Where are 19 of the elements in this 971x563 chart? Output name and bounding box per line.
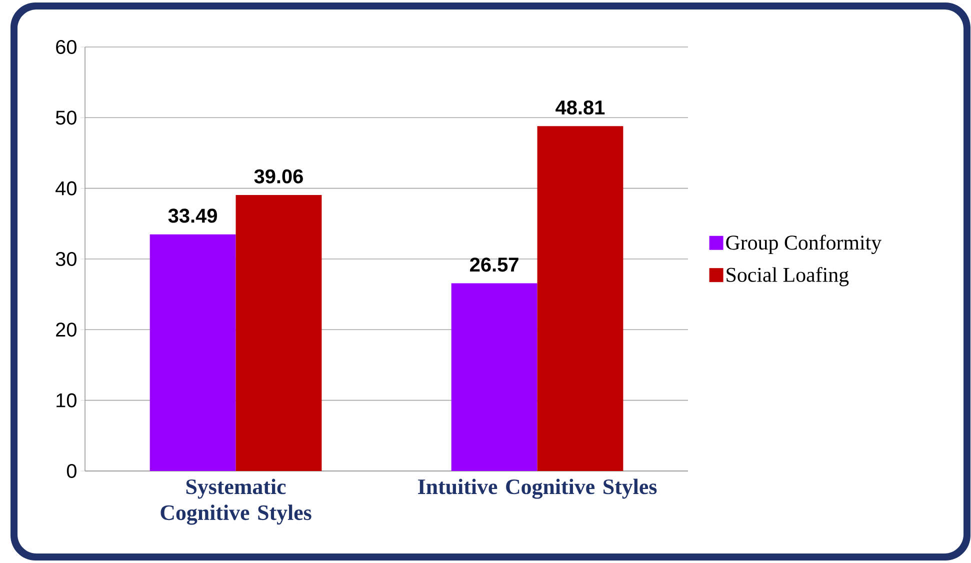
legend-label: Social Loafing xyxy=(726,266,849,286)
legend-label: Group Conformity xyxy=(726,234,882,254)
x-tick-label: Systematic Cognitive Styles xyxy=(160,478,312,525)
data-label: 33.49 xyxy=(168,208,217,223)
y-tick-label: 50 xyxy=(56,110,76,125)
bar xyxy=(150,234,236,471)
y-tick-label: 0 xyxy=(66,464,76,478)
data-label: 26.57 xyxy=(470,258,518,272)
y-tick-label: 10 xyxy=(56,393,76,408)
x-tick-label: Intuitive Cognitive Styles xyxy=(418,478,657,499)
data-label: 39.06 xyxy=(254,169,303,184)
y-tick-label: 30 xyxy=(56,252,76,266)
y-tick-label: 40 xyxy=(56,181,76,196)
y-tick-label: 20 xyxy=(56,322,76,337)
y-tick-label: 60 xyxy=(56,40,76,54)
bar xyxy=(236,194,322,471)
bar xyxy=(451,283,538,471)
bar xyxy=(537,126,624,471)
data-label: 48.81 xyxy=(556,100,605,115)
